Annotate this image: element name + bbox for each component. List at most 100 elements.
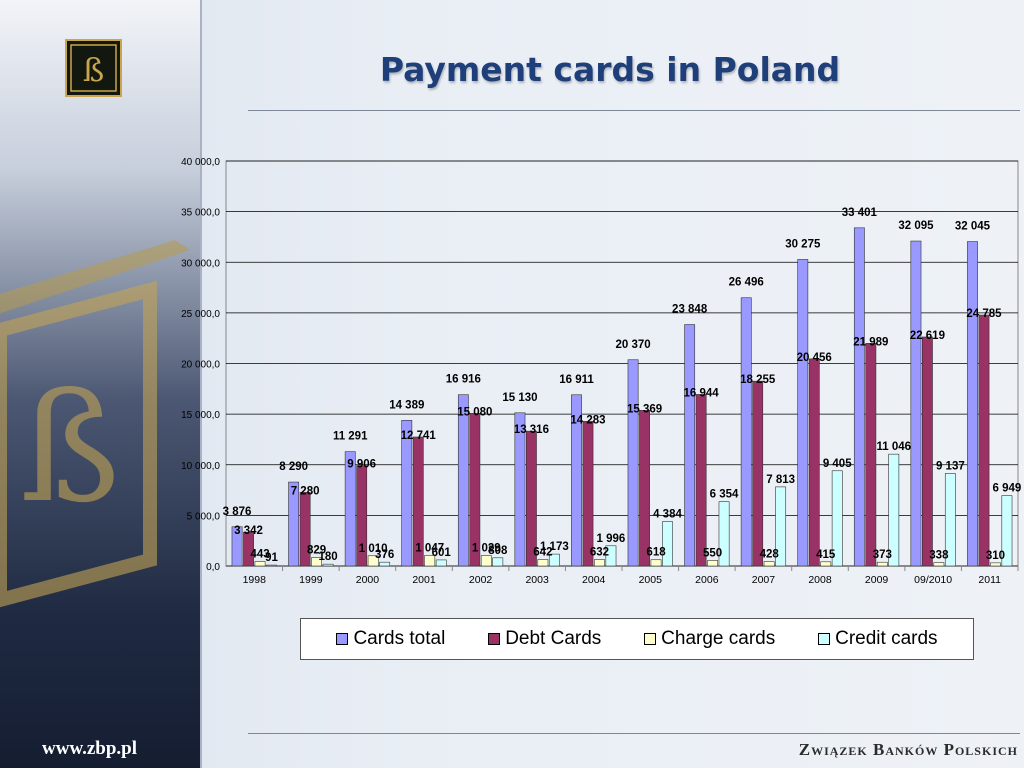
- data-label: 338: [929, 550, 949, 562]
- data-label: 11 291: [333, 431, 368, 443]
- x-tick-label: 1998: [243, 574, 267, 586]
- svg-text:ß: ß: [83, 51, 104, 89]
- bar: [944, 473, 956, 567]
- bar: [808, 358, 820, 567]
- data-label: 33 401: [842, 207, 878, 219]
- data-label: 13 316: [514, 424, 549, 436]
- bar: [582, 421, 594, 567]
- bar: [367, 555, 379, 567]
- bar: [288, 481, 300, 567]
- data-label: 14 389: [389, 399, 424, 411]
- y-tick-label: 20 000,0: [181, 360, 220, 371]
- x-tick-label: 1999: [299, 574, 323, 586]
- data-label: 3 342: [234, 525, 263, 537]
- chart-bars: [231, 227, 1013, 567]
- y-tick-label: 25 000,0: [181, 309, 220, 320]
- bar: [412, 436, 424, 567]
- data-label: 91: [265, 552, 278, 564]
- legend-item: Cards total: [336, 628, 445, 650]
- data-label: 310: [986, 550, 1005, 562]
- data-label: 21 989: [853, 336, 888, 348]
- bar: [1001, 495, 1013, 567]
- bar: [865, 343, 877, 567]
- legend-label: Credit cards: [835, 628, 938, 649]
- x-tick-label: 2001: [412, 574, 436, 586]
- y-tick-label: 10 000,0: [181, 461, 220, 472]
- data-label: 376: [375, 549, 394, 561]
- data-label: 373: [873, 549, 892, 561]
- zbp-logo: ß: [65, 39, 122, 97]
- legend-item: Debt Cards: [488, 628, 601, 650]
- zbp-emblem-large: ß: [0, 240, 190, 608]
- bar: [752, 380, 764, 567]
- data-label: 9 405: [823, 458, 852, 470]
- y-tick-labels: 0,0 5 000,0 10 000,0 15 000,0 20 000,0 25 000…: [181, 157, 220, 573]
- bar: [763, 561, 775, 567]
- data-label: 12 741: [401, 430, 437, 442]
- data-label: 808: [488, 545, 508, 557]
- data-label: 23 848: [672, 304, 708, 316]
- bar: [254, 561, 266, 567]
- data-label: 32 045: [955, 221, 991, 233]
- footer-rule: [248, 733, 1020, 734]
- data-label: 829: [307, 545, 326, 557]
- legend-label: Debt Cards: [505, 628, 602, 649]
- data-label: 24 785: [966, 308, 1002, 320]
- bar: [650, 559, 662, 567]
- x-tick-labels: 1998 1999 2000 2001 2002 2003 2004 2005 2006 2007…: [243, 574, 1002, 586]
- bar: [707, 560, 718, 567]
- bar: [537, 559, 549, 567]
- bar: [775, 486, 787, 567]
- legend-swatch: [488, 633, 501, 645]
- x-tick-label: 2009: [865, 574, 889, 586]
- y-tick-label: 35 000,0: [181, 208, 220, 219]
- left-decorative-panel: ß: [0, 0, 200, 768]
- data-label: 22 619: [910, 330, 945, 342]
- data-label: 642: [533, 546, 552, 558]
- bar: [933, 562, 945, 567]
- x-tick-label: 2003: [525, 574, 549, 586]
- bar: [322, 563, 334, 567]
- data-label: 6 949: [993, 483, 1022, 495]
- bar: [356, 465, 368, 567]
- x-tick-label: 2006: [695, 574, 719, 586]
- data-label: 7 813: [766, 474, 795, 486]
- x-tick-label: 2007: [752, 574, 776, 586]
- data-label: 15 130: [502, 392, 537, 404]
- y-tick-label: 30 000,0: [181, 258, 220, 269]
- data-label: 14 283: [570, 414, 605, 426]
- bar: [978, 314, 990, 567]
- bar: [797, 259, 809, 567]
- data-label: 16 944: [684, 387, 720, 399]
- data-label: 16 911: [559, 374, 594, 386]
- data-label: 11 046: [877, 441, 912, 453]
- bar: [526, 430, 537, 567]
- legend-swatch: [644, 633, 657, 645]
- bar: [243, 531, 254, 567]
- footer-url[interactable]: www.zbp.pl: [42, 738, 138, 759]
- legend-swatch: [818, 633, 831, 645]
- x-tick-label: 2000: [356, 574, 380, 586]
- data-label: 550: [703, 547, 722, 559]
- bar: [424, 555, 436, 567]
- y-tick-label: 5 000,0: [187, 511, 221, 522]
- bar: [594, 559, 605, 567]
- bar: [639, 410, 650, 567]
- bar: [480, 555, 492, 567]
- data-label: 180: [318, 551, 337, 563]
- legend-label: Cards total: [353, 628, 446, 649]
- bar: [344, 451, 356, 567]
- data-label: 18 255: [740, 374, 776, 386]
- legend-swatch: [336, 633, 349, 645]
- bar: [492, 557, 504, 567]
- bar: [435, 559, 447, 567]
- data-labels: 3 876 8 290 11 291 14 389 16 916 15 130 16 911…: [223, 207, 1022, 564]
- y-tick-label: 40 000,0: [181, 157, 220, 168]
- data-label: 32 095: [898, 220, 934, 232]
- x-tick-label: 2002: [469, 574, 493, 586]
- data-label: 1 029: [472, 543, 501, 555]
- bar: [457, 394, 469, 567]
- data-label: 20 456: [797, 352, 832, 364]
- bar: [266, 564, 277, 567]
